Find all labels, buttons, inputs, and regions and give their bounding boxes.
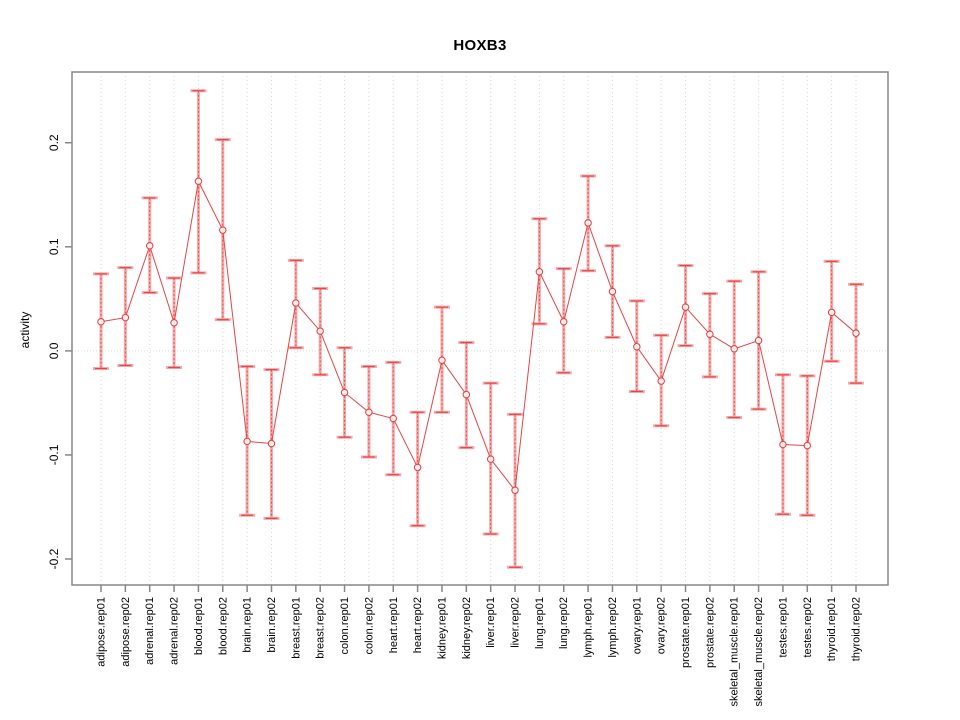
x-tick-label: brain.rep01 xyxy=(242,597,254,653)
x-tick-label: lung.rep02 xyxy=(558,597,570,649)
x-tick-label: heart.rep02 xyxy=(412,597,424,653)
point-lung.rep01 xyxy=(535,268,544,276)
x-tick-label: thyroid.rep01 xyxy=(826,597,838,661)
point-adipose.rep01 xyxy=(97,317,105,326)
point-adipose.rep02 xyxy=(121,313,130,322)
x-tick-label: ovary.rep01 xyxy=(631,597,643,654)
data-points xyxy=(97,177,860,495)
x-tick-label: lung.rep01 xyxy=(534,597,546,649)
point-breast.rep01 xyxy=(292,299,300,307)
point-liver.rep02 xyxy=(511,486,519,495)
point-thyroid.rep01 xyxy=(827,308,836,317)
series-line xyxy=(100,179,857,492)
error-bars xyxy=(93,89,864,569)
x-tick-label: testes.rep01 xyxy=(777,597,789,658)
y-tick-label: 0.2 xyxy=(47,134,61,151)
x-tick-label: heart.rep01 xyxy=(388,597,400,653)
point-lung.rep02 xyxy=(559,317,568,326)
point-skeletal_muscle.rep01 xyxy=(730,345,738,353)
point-ovary.rep01 xyxy=(633,342,641,351)
point-testes.rep02 xyxy=(803,441,812,450)
point-heart.rep02 xyxy=(413,463,422,472)
point-prostate.rep01 xyxy=(681,303,690,311)
x-tick-label: breast.rep01 xyxy=(290,597,302,659)
point-heart.rep01 xyxy=(389,414,398,423)
x-tick-label: testes.rep02 xyxy=(802,597,814,658)
x-tick-label: breast.rep02 xyxy=(315,597,327,659)
y-tick-label: -0.2 xyxy=(47,548,61,569)
point-ovary.rep02 xyxy=(657,377,665,385)
point-thyroid.rep02 xyxy=(852,329,860,337)
x-tick-label: adipose.rep01 xyxy=(96,597,108,667)
x-tick-label: kidney.rep02 xyxy=(461,597,473,659)
point-brain.rep01 xyxy=(243,437,251,446)
x-tick-label: thyroid.rep02 xyxy=(851,597,863,661)
point-kidney.rep02 xyxy=(462,390,471,399)
point-prostate.rep02 xyxy=(706,330,714,338)
x-tick-label: colon.rep02 xyxy=(363,597,375,655)
y-tick-label: -0.1 xyxy=(47,444,61,465)
point-colon.rep01 xyxy=(340,388,349,397)
chart-title: HOXB3 xyxy=(453,37,507,54)
point-liver.rep01 xyxy=(486,455,495,463)
x-tick-label: blood.rep01 xyxy=(193,597,205,655)
x-tick-label: brain.rep02 xyxy=(266,597,278,653)
point-breast.rep02 xyxy=(316,327,324,335)
point-adrenal.rep01 xyxy=(145,242,154,250)
x-tick-label: adipose.rep02 xyxy=(120,597,132,667)
x-tick-label: lymph.rep01 xyxy=(583,597,595,658)
plot-frame xyxy=(71,71,889,586)
x-tick-label: prostate.rep01 xyxy=(680,597,692,668)
x-tick-label: adrenal.rep02 xyxy=(169,597,181,665)
x-tick-label: kidney.rep01 xyxy=(436,597,448,659)
point-blood.rep02 xyxy=(219,226,227,234)
point-brain.rep02 xyxy=(267,439,276,448)
y-axis: 0.2 0.1 0.0 -0.1 -0.2 xyxy=(47,134,72,569)
point-adrenal.rep02 xyxy=(170,319,178,327)
x-tick-label: ovary.rep02 xyxy=(656,597,668,654)
y-tick-label: 0.1 xyxy=(47,238,61,255)
point-blood.rep01 xyxy=(194,177,203,186)
x-tick-label: skeletal_muscle.rep02 xyxy=(753,597,765,706)
point-kidney.rep01 xyxy=(438,356,446,364)
x-axis: adipose.rep01 adipose.rep02 adrenal.rep01 a… xyxy=(96,585,863,706)
x-tick-label: skeletal_muscle.rep01 xyxy=(729,597,741,706)
x-tick-label: lymph.rep02 xyxy=(607,597,619,658)
point-lymph.rep02 xyxy=(608,287,617,296)
x-tick-label: prostate.rep02 xyxy=(704,597,716,668)
point-lymph.rep01 xyxy=(584,219,592,227)
x-tick-label: liver.rep01 xyxy=(485,597,497,648)
grid-lines xyxy=(100,72,857,585)
y-tick-label: 0.0 xyxy=(47,342,61,359)
x-tick-label: liver.rep02 xyxy=(510,597,522,648)
point-colon.rep02 xyxy=(365,408,373,417)
x-tick-label: adrenal.rep01 xyxy=(144,597,156,665)
x-tick-label: blood.rep02 xyxy=(217,597,229,655)
point-skeletal_muscle.rep02 xyxy=(754,336,763,345)
point-testes.rep01 xyxy=(779,440,787,449)
x-tick-label: colon.rep01 xyxy=(339,597,351,655)
